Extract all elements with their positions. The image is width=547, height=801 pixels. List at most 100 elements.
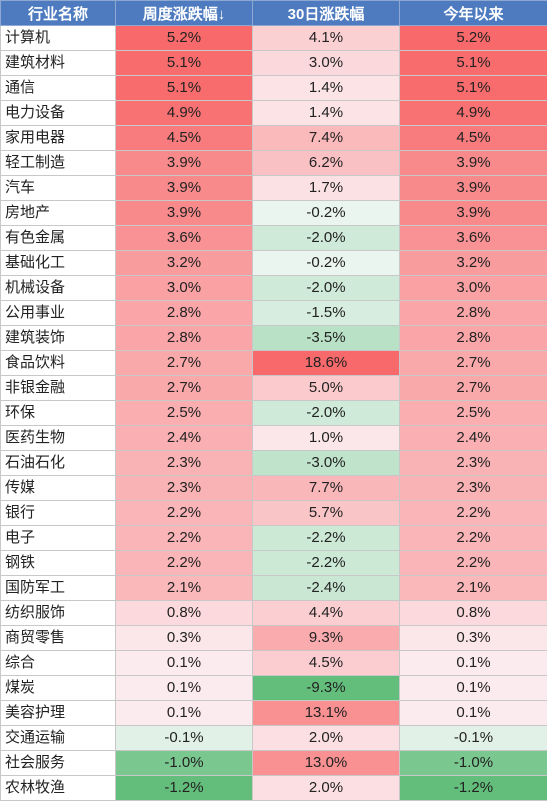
weekly-change-cell: 5.2% <box>115 25 253 51</box>
ytd-change-cell: 2.8% <box>399 300 547 326</box>
table-body: 计算机 5.2% 4.1% 5.2% 建筑材料 5.1% 3.0% 5.1% 通信 5.1% 1.4… <box>0 25 547 801</box>
d30-change-cell: 2.0% <box>252 775 400 801</box>
weekly-change-cell: 2.7% <box>115 375 253 401</box>
industry-name-cell: 商贸零售 <box>0 625 116 651</box>
d30-change-cell: 13.1% <box>252 700 400 726</box>
ytd-change-cell: 3.9% <box>399 150 547 176</box>
weekly-change-cell: 3.9% <box>115 175 253 201</box>
table-row: 国防军工 2.1% -2.4% 2.1% <box>0 575 547 601</box>
table-row: 煤炭 0.1% -9.3% 0.1% <box>0 675 547 701</box>
table-row: 石油石化 2.3% -3.0% 2.3% <box>0 450 547 476</box>
d30-change-cell: -2.2% <box>252 525 400 551</box>
table-row: 家用电器 4.5% 7.4% 4.5% <box>0 125 547 151</box>
weekly-change-cell: 2.8% <box>115 300 253 326</box>
ytd-change-cell: 5.1% <box>399 75 547 101</box>
header-industry-name[interactable]: 行业名称 <box>0 0 116 26</box>
weekly-change-cell: 2.2% <box>115 500 253 526</box>
header-weekly-change[interactable]: 周度涨跌幅↓ <box>115 0 253 26</box>
industry-name-cell: 建筑材料 <box>0 50 116 76</box>
ytd-change-cell: 3.6% <box>399 225 547 251</box>
table-row: 综合 0.1% 4.5% 0.1% <box>0 650 547 676</box>
d30-change-cell: 1.4% <box>252 100 400 126</box>
d30-change-cell: 5.7% <box>252 500 400 526</box>
d30-change-cell: 9.3% <box>252 625 400 651</box>
industry-name-cell: 食品饮料 <box>0 350 116 376</box>
ytd-change-cell: 2.2% <box>399 550 547 576</box>
industry-name-cell: 通信 <box>0 75 116 101</box>
table-row: 食品饮料 2.7% 18.6% 2.7% <box>0 350 547 376</box>
d30-change-cell: 18.6% <box>252 350 400 376</box>
table-row: 汽车 3.9% 1.7% 3.9% <box>0 175 547 201</box>
ytd-change-cell: 5.1% <box>399 50 547 76</box>
ytd-change-cell: 2.3% <box>399 450 547 476</box>
ytd-change-cell: 3.0% <box>399 275 547 301</box>
ytd-change-cell: 2.8% <box>399 325 547 351</box>
header-ytd-change[interactable]: 今年以来 <box>399 0 547 26</box>
ytd-change-cell: 5.2% <box>399 25 547 51</box>
industry-name-cell: 美容护理 <box>0 700 116 726</box>
industry-name-cell: 基础化工 <box>0 250 116 276</box>
table-row: 交通运输 -0.1% 2.0% -0.1% <box>0 725 547 751</box>
weekly-change-cell: 2.3% <box>115 475 253 501</box>
industry-name-cell: 房地产 <box>0 200 116 226</box>
industry-name-cell: 公用事业 <box>0 300 116 326</box>
d30-change-cell: -0.2% <box>252 250 400 276</box>
ytd-change-cell: 3.2% <box>399 250 547 276</box>
d30-change-cell: 6.2% <box>252 150 400 176</box>
table-row: 电力设备 4.9% 1.4% 4.9% <box>0 100 547 126</box>
table-row: 钢铁 2.2% -2.2% 2.2% <box>0 550 547 576</box>
weekly-change-cell: 2.5% <box>115 400 253 426</box>
industry-name-cell: 电力设备 <box>0 100 116 126</box>
weekly-change-cell: 2.8% <box>115 325 253 351</box>
weekly-change-cell: 2.3% <box>115 450 253 476</box>
table-row: 美容护理 0.1% 13.1% 0.1% <box>0 700 547 726</box>
weekly-change-cell: -0.1% <box>115 725 253 751</box>
weekly-change-cell: 2.4% <box>115 425 253 451</box>
ytd-change-cell: 3.9% <box>399 200 547 226</box>
table-row: 建筑装饰 2.8% -3.5% 2.8% <box>0 325 547 351</box>
weekly-change-cell: -1.0% <box>115 750 253 776</box>
table-row: 医药生物 2.4% 1.0% 2.4% <box>0 425 547 451</box>
weekly-change-cell: -1.2% <box>115 775 253 801</box>
ytd-change-cell: 0.8% <box>399 600 547 626</box>
ytd-change-cell: 2.2% <box>399 525 547 551</box>
d30-change-cell: -2.2% <box>252 550 400 576</box>
header-30day-change[interactable]: 30日涨跌幅 <box>252 0 400 26</box>
ytd-change-cell: 2.7% <box>399 350 547 376</box>
header-row: 行业名称 周度涨跌幅↓ 30日涨跌幅 今年以来 <box>0 0 547 26</box>
industry-name-cell: 机械设备 <box>0 275 116 301</box>
table-row: 轻工制造 3.9% 6.2% 3.9% <box>0 150 547 176</box>
ytd-change-cell: -1.2% <box>399 775 547 801</box>
weekly-change-cell: 3.9% <box>115 150 253 176</box>
d30-change-cell: 13.0% <box>252 750 400 776</box>
weekly-change-cell: 2.1% <box>115 575 253 601</box>
table-row: 通信 5.1% 1.4% 5.1% <box>0 75 547 101</box>
d30-change-cell: 3.0% <box>252 50 400 76</box>
table-row: 环保 2.5% -2.0% 2.5% <box>0 400 547 426</box>
industry-name-cell: 有色金属 <box>0 225 116 251</box>
table-row: 房地产 3.9% -0.2% 3.9% <box>0 200 547 226</box>
table-row: 基础化工 3.2% -0.2% 3.2% <box>0 250 547 276</box>
weekly-change-cell: 5.1% <box>115 75 253 101</box>
industry-name-cell: 煤炭 <box>0 675 116 701</box>
table-row: 有色金属 3.6% -2.0% 3.6% <box>0 225 547 251</box>
d30-change-cell: 1.7% <box>252 175 400 201</box>
d30-change-cell: -2.4% <box>252 575 400 601</box>
weekly-change-cell: 3.9% <box>115 200 253 226</box>
industry-name-cell: 综合 <box>0 650 116 676</box>
weekly-change-cell: 3.0% <box>115 275 253 301</box>
industry-name-cell: 环保 <box>0 400 116 426</box>
ytd-change-cell: -1.0% <box>399 750 547 776</box>
d30-change-cell: 1.0% <box>252 425 400 451</box>
industry-name-cell: 医药生物 <box>0 425 116 451</box>
d30-change-cell: 5.0% <box>252 375 400 401</box>
d30-change-cell: -2.0% <box>252 225 400 251</box>
table-row: 纺织服饰 0.8% 4.4% 0.8% <box>0 600 547 626</box>
d30-change-cell: 7.7% <box>252 475 400 501</box>
table-row: 社会服务 -1.0% 13.0% -1.0% <box>0 750 547 776</box>
industry-name-cell: 轻工制造 <box>0 150 116 176</box>
table-row: 计算机 5.2% 4.1% 5.2% <box>0 25 547 51</box>
industry-name-cell: 汽车 <box>0 175 116 201</box>
ytd-change-cell: 0.1% <box>399 700 547 726</box>
industry-name-cell: 传媒 <box>0 475 116 501</box>
